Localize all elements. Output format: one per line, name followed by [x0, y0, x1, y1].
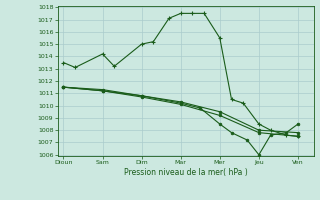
- X-axis label: Pression niveau de la mer( hPa ): Pression niveau de la mer( hPa ): [124, 168, 247, 177]
